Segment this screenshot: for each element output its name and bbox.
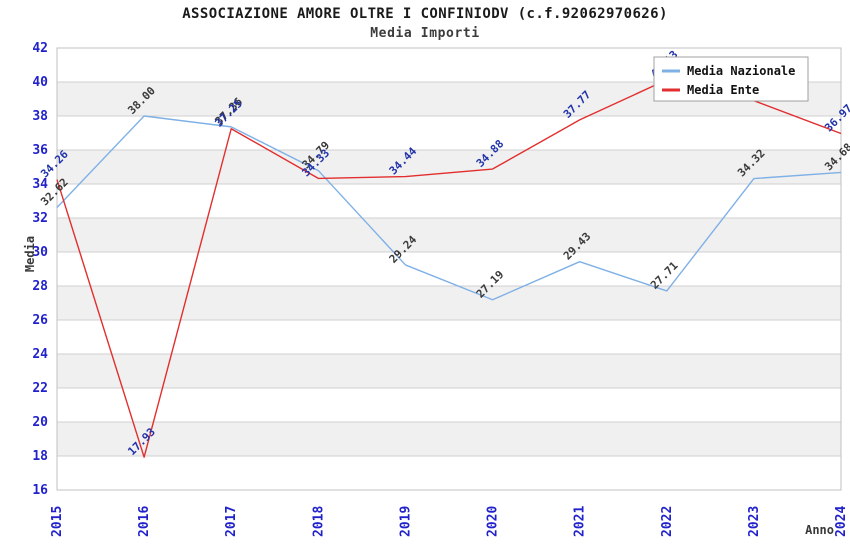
x-axis-title: Anno: [805, 523, 834, 537]
y-tick-label: 36: [32, 143, 48, 158]
x-axis-tick-labels: 2015 2016 2017 2018 2019 2020 2021 2022 2023 2024: [50, 506, 849, 537]
x-tick-label: 2015: [50, 506, 65, 537]
x-tick-label: 2017: [224, 506, 239, 537]
legend-box: [653, 56, 809, 102]
legend-item-media-nazionale: Media Nazionale: [662, 64, 795, 78]
y-tick-label: 20: [32, 415, 48, 430]
plot-band: [57, 422, 841, 456]
legend-item-media-ente: Media Ente: [662, 83, 759, 97]
x-tick-label: 2023: [747, 506, 762, 537]
plot-band: [57, 150, 841, 184]
series-line-media-ente: [56, 79, 842, 458]
y-tick-label: 18: [32, 449, 48, 464]
y-tick-label: 28: [32, 279, 48, 294]
chart-title: ASSOCIAZIONE AMORE OLTRE I CONFINIODV (c…: [182, 6, 668, 22]
y-tick-label: 30: [32, 245, 48, 260]
legend-label: Media Nazionale: [687, 64, 795, 78]
x-tick-label: 2019: [398, 506, 413, 537]
x-tick-label: 2022: [660, 506, 675, 537]
y-tick-label: 38: [32, 109, 48, 124]
x-tick-label: 2018: [311, 506, 326, 537]
y-tick-label: 16: [32, 483, 48, 498]
plot-band: [57, 354, 841, 388]
x-tick-label: 2021: [573, 506, 588, 537]
x-tick-label: 2016: [137, 506, 152, 537]
y-tick-label: 34: [32, 177, 48, 192]
y-tick-label: 26: [32, 313, 48, 328]
y-tick-label: 32: [32, 211, 48, 226]
y-axis-title: Media: [23, 236, 37, 272]
chart-subtitle: Media Importi: [370, 26, 480, 41]
y-axis-tick-labels: 16 18 20 22 24 26 28 30 32 34 36 38 40 42: [32, 41, 48, 498]
y-tick-label: 24: [32, 347, 48, 362]
y-tick-label: 42: [32, 41, 48, 56]
gridlines: [57, 47, 841, 491]
x-tick-label: 2024: [834, 506, 849, 537]
legend-label: Media Ente: [687, 83, 759, 97]
plot-border: [56, 47, 842, 491]
plot-band: [57, 286, 841, 320]
series-line-media-nazionale: [56, 115, 842, 301]
y-tick-label: 22: [32, 381, 48, 396]
plot-bands: [57, 82, 841, 456]
x-tick-label: 2020: [486, 506, 501, 537]
legend: Media Nazionale Media Ente: [653, 56, 809, 102]
y-tick-label: 40: [32, 75, 48, 90]
plot-band: [57, 218, 841, 252]
